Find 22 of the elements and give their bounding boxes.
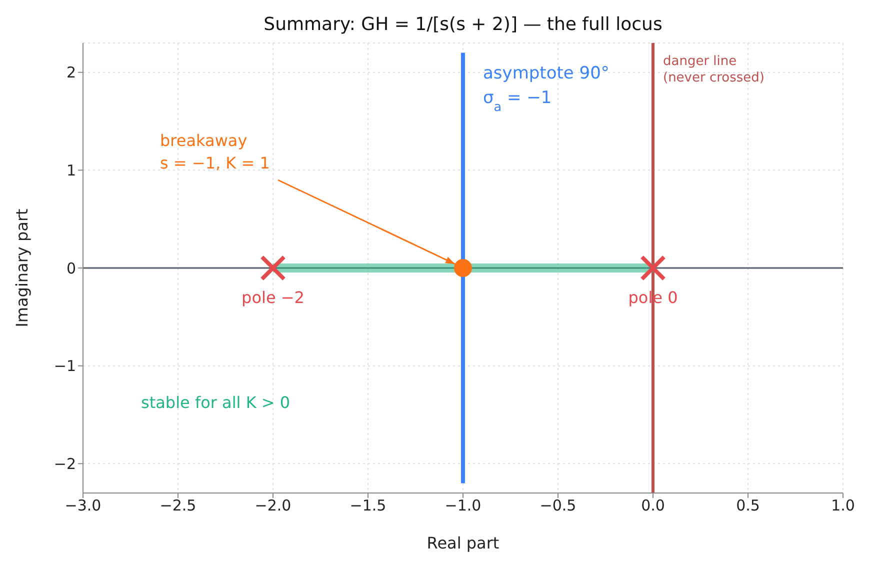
- x-tick-label: −1.0: [444, 496, 482, 515]
- x-tick-label: −0.5: [540, 496, 576, 515]
- x-tick-label: 0.5: [736, 496, 760, 515]
- y-tick-label: 1: [66, 162, 76, 180]
- y-tick-label: −2: [54, 454, 76, 473]
- x-tick-label: 1.0: [831, 496, 855, 515]
- x-tick-label: −1.5: [350, 496, 386, 515]
- y-axis-title: Imaginary part: [12, 208, 32, 328]
- x-tick-label: −3.0: [64, 496, 102, 515]
- annotation: pole −2: [242, 288, 304, 307]
- x-tick-label: 0.0: [641, 496, 665, 515]
- chart-title: Summary: GH = 1/[s(s + 2)] — the full locus: [262, 14, 664, 35]
- annotation: stable for all K > 0: [141, 393, 290, 412]
- y-tick-label: 0: [66, 259, 76, 278]
- annotation: asymptote 90° σ$_{a}$ = −1: [483, 63, 610, 114]
- ref-line-label: danger line (never crossed): [663, 54, 765, 86]
- x-tick-label: −2.0: [254, 496, 292, 515]
- y-tick-label: 2: [66, 64, 76, 82]
- x-tick-label: −2.5: [160, 496, 196, 515]
- annotation: breakaway s = −1, K = 1: [160, 131, 270, 172]
- x-axis-title: Real part: [426, 533, 500, 552]
- y-tick-label: −1: [54, 357, 76, 376]
